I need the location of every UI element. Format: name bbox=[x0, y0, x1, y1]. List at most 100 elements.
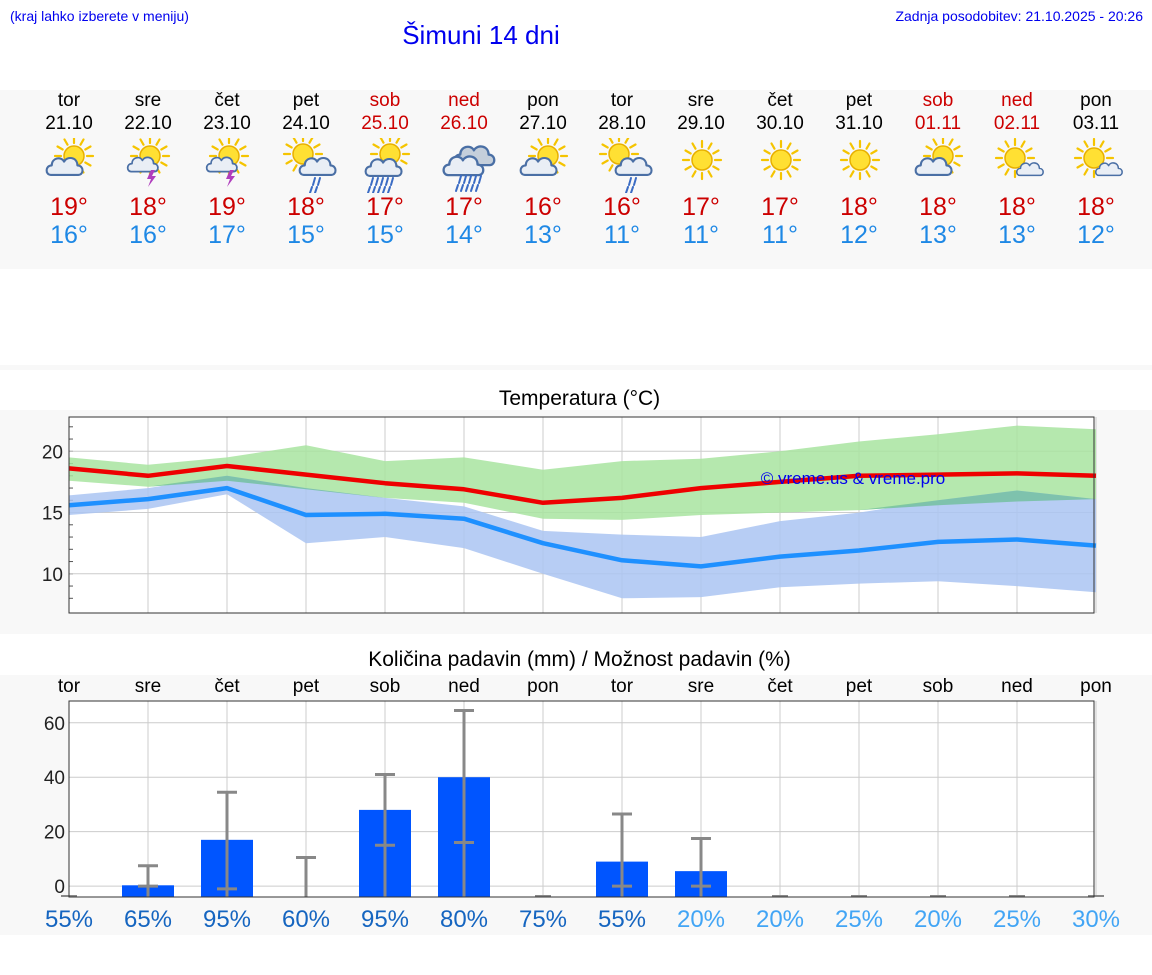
temp-max: 19° bbox=[50, 193, 88, 221]
day-column: pon 27.10 16° 13° bbox=[504, 88, 583, 249]
day-name: sre bbox=[687, 90, 715, 111]
temp-min: 12° bbox=[840, 221, 878, 249]
temp-max: 16° bbox=[603, 193, 641, 221]
y-tick-label: 15 bbox=[42, 504, 63, 525]
precip-probability: 55% bbox=[45, 906, 93, 933]
precip-probability: 75% bbox=[519, 906, 567, 933]
sun-icon bbox=[820, 138, 899, 193]
daily-forecast: tor 21.10 19° 16° sre 22.10 18° 16° čet 23.10 1… bbox=[0, 88, 1152, 268]
x-tick-label: čet bbox=[767, 676, 793, 697]
temperature-chart-title: Temperatura (°C) bbox=[498, 387, 661, 410]
temperature-chart: 10 15 20 © vreme.us & vreme.pro bbox=[42, 416, 1097, 614]
x-tick-label: sre bbox=[688, 676, 714, 697]
day-date: 25.10 bbox=[361, 113, 409, 134]
day-date: 23.10 bbox=[203, 113, 251, 134]
day-name: tor bbox=[57, 90, 81, 111]
temp-max: 18° bbox=[840, 193, 878, 221]
x-tick-label: pon bbox=[1080, 676, 1112, 697]
day-column: sob 01.11 18° 13° bbox=[899, 88, 978, 249]
day-column: čet 30.10 17° 11° bbox=[741, 88, 820, 249]
temp-max: 19° bbox=[208, 193, 246, 221]
day-column: tor 28.10 16° 11° bbox=[583, 88, 662, 249]
min-temp-line bbox=[68, 485, 1097, 569]
max-temp-band bbox=[69, 425, 1096, 520]
sun-icon bbox=[741, 138, 820, 193]
day-column: ned 02.11 18° 13° bbox=[978, 88, 1057, 249]
x-tick-label: pet bbox=[293, 676, 320, 697]
temp-min: 13° bbox=[919, 221, 957, 249]
day-date: 26.10 bbox=[440, 113, 488, 134]
day-column: pon 03.11 18° 12° bbox=[1057, 88, 1136, 249]
day-date: 31.10 bbox=[835, 113, 883, 134]
day-name: pon bbox=[527, 90, 559, 111]
day-date: 01.11 bbox=[914, 113, 962, 134]
temp-min: 16° bbox=[129, 221, 167, 249]
max-temp-line bbox=[68, 463, 1097, 506]
precip-probability: 25% bbox=[835, 906, 883, 933]
y-tick-label: 0 bbox=[54, 877, 65, 898]
sun-cloud-icon bbox=[899, 138, 978, 193]
day-date: 03.11 bbox=[1072, 113, 1120, 134]
day-column: sob 25.10 17° 15° bbox=[346, 88, 425, 249]
temp-min: 13° bbox=[998, 221, 1036, 249]
cloud-heavy-rain-icon bbox=[425, 138, 504, 193]
temp-min: 17° bbox=[208, 221, 246, 249]
last-updated: Zadnja posodobitev: 21.10.2025 - 20:26 bbox=[895, 8, 1143, 24]
precip-probability: 20% bbox=[914, 906, 962, 933]
day-date: 28.10 bbox=[598, 113, 646, 134]
precip-probability: 20% bbox=[756, 906, 804, 933]
day-name: ned bbox=[1001, 90, 1033, 111]
day-name: sob bbox=[369, 90, 401, 111]
day-date: 24.10 bbox=[282, 113, 330, 134]
x-tick-label: sre bbox=[135, 676, 161, 697]
plot-frame bbox=[68, 700, 1095, 898]
sun-cloud-rain-icon bbox=[583, 138, 662, 193]
precip-probability: 30% bbox=[1072, 906, 1120, 933]
precip-probability: 80% bbox=[440, 906, 488, 933]
y-tick-label: 10 bbox=[42, 565, 63, 586]
temp-max: 18° bbox=[129, 193, 167, 221]
x-tick-label: pet bbox=[846, 676, 873, 697]
day-column: čet 23.10 19° 17° bbox=[188, 88, 267, 249]
temp-min: 15° bbox=[287, 221, 325, 249]
precip-probability: 95% bbox=[203, 906, 251, 933]
sun-thunder-icon bbox=[109, 138, 188, 193]
location-hint: (kraj lahko izberete v meniju) bbox=[10, 8, 189, 24]
x-tick-label: pon bbox=[527, 676, 559, 697]
y-tick-label: 60 bbox=[44, 714, 65, 735]
x-tick-label: tor bbox=[58, 676, 81, 697]
x-tick-label: čet bbox=[214, 676, 240, 697]
day-name: pet bbox=[292, 90, 320, 111]
sun-cloud-heavy-rain-icon bbox=[346, 138, 425, 193]
day-name: pet bbox=[845, 90, 873, 111]
temp-min: 13° bbox=[524, 221, 562, 249]
temp-min: 11° bbox=[762, 221, 798, 249]
temp-min: 14° bbox=[445, 221, 483, 249]
page-title: Šimuni 14 dni bbox=[402, 20, 560, 50]
day-name: tor bbox=[610, 90, 634, 111]
forecast-band bbox=[0, 90, 1152, 269]
temp-max: 16° bbox=[524, 193, 562, 221]
sun-cloud-icon bbox=[504, 138, 583, 193]
temp-max: 17° bbox=[682, 193, 720, 221]
plot-frame bbox=[68, 416, 1095, 614]
precip-probability: 25% bbox=[993, 906, 1041, 933]
precipitation-chart: tor sre čet pet sob ned pon tor sre čet pet sob ned p… bbox=[44, 676, 1120, 933]
y-tick-label: 20 bbox=[42, 442, 63, 463]
sun-thunder-icon bbox=[188, 138, 267, 193]
day-name: čet bbox=[214, 90, 240, 111]
x-tick-label: sob bbox=[370, 676, 401, 697]
watermark: © vreme.us & vreme.pro bbox=[761, 469, 945, 488]
temp-max: 17° bbox=[445, 193, 483, 221]
day-date: 27.10 bbox=[519, 113, 567, 134]
sun-cloud-rain-icon bbox=[267, 138, 346, 193]
precip-probability: 95% bbox=[361, 906, 409, 933]
day-date: 22.10 bbox=[124, 113, 172, 134]
temp-max: 17° bbox=[761, 193, 799, 221]
precip-probability: 20% bbox=[677, 906, 725, 933]
temp-max: 17° bbox=[366, 193, 404, 221]
day-date: 21.10 bbox=[45, 113, 93, 134]
divider-band bbox=[0, 365, 1152, 370]
day-column: pet 31.10 18° 12° bbox=[820, 88, 899, 249]
y-tick-label: 40 bbox=[44, 768, 65, 789]
